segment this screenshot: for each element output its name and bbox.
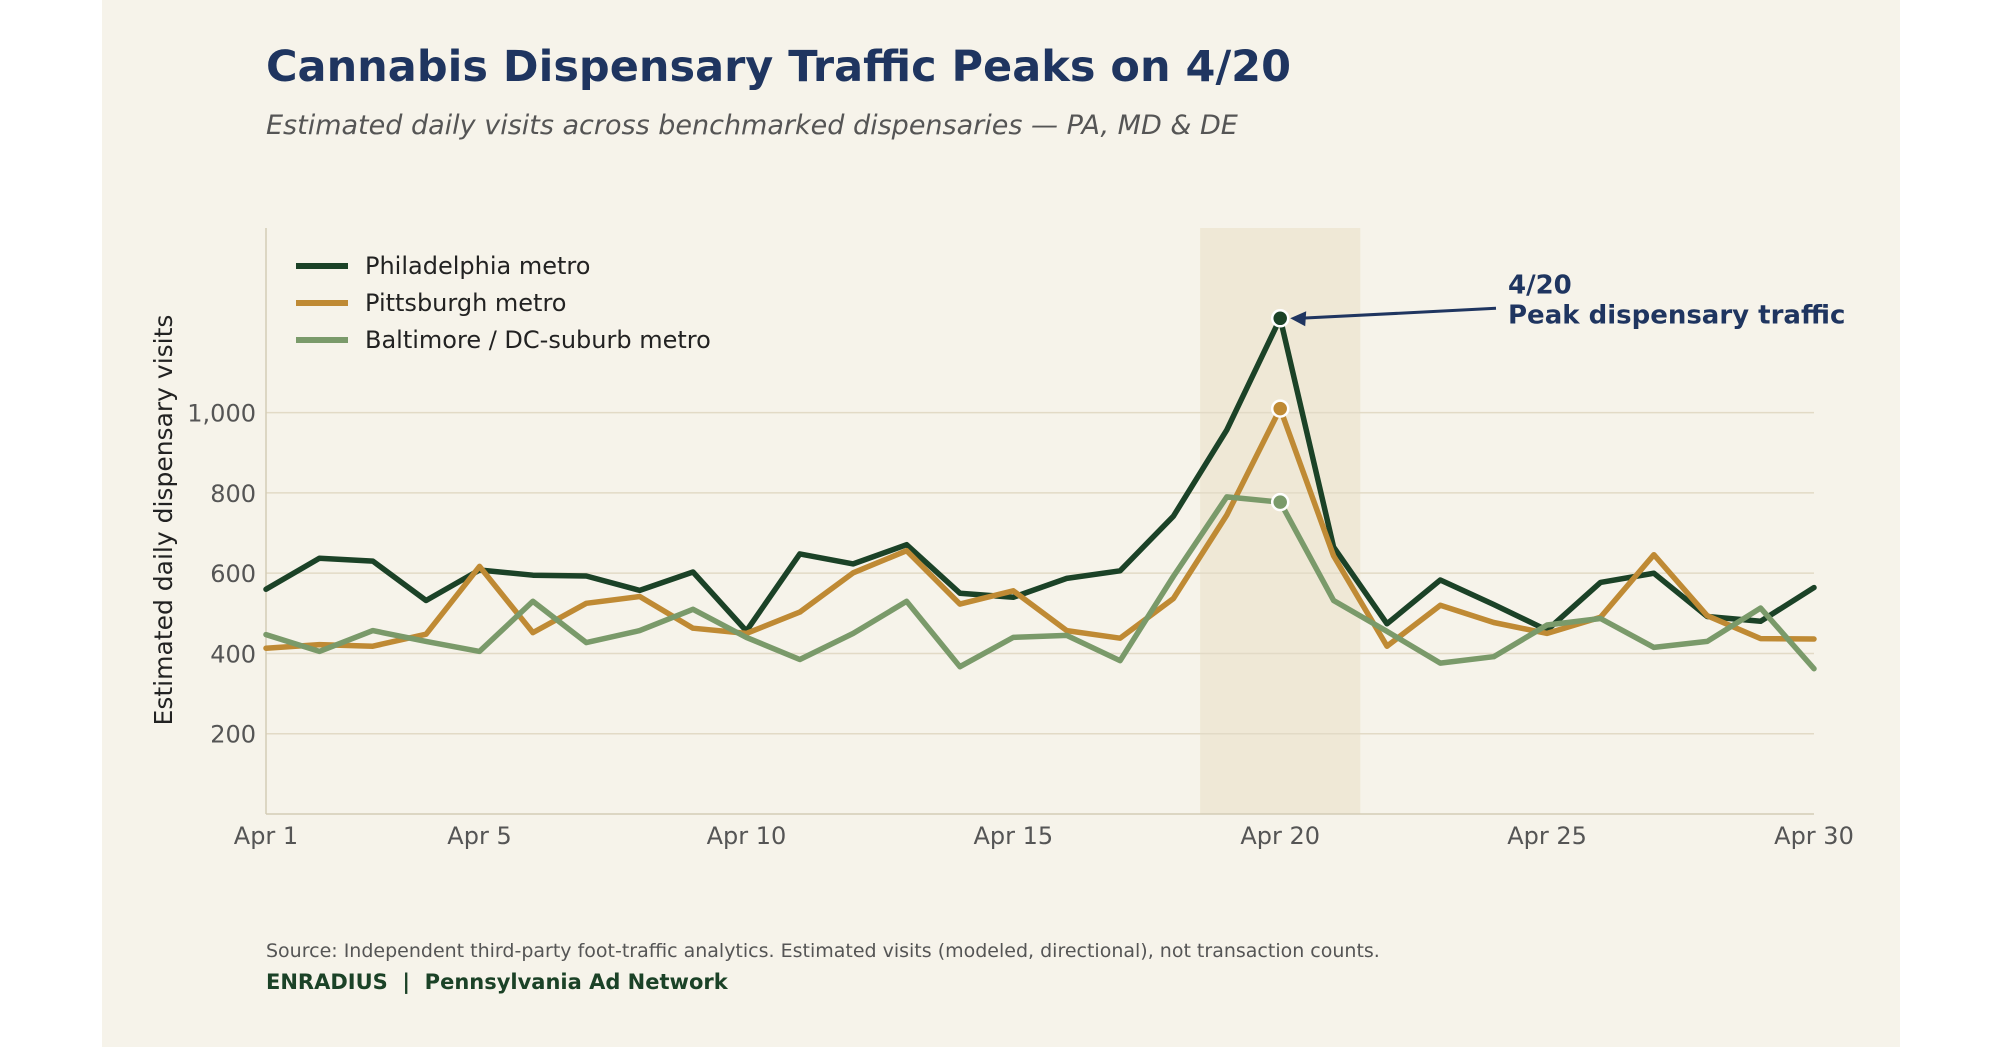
brand-footer: ENRADIUS | Pennsylvania Ad Network [266, 970, 728, 994]
y-tick-label: 600 [210, 560, 256, 588]
axes: 200 400 600 800 1,000 Apr 1 Apr 5 Apr 10 Apr 15 A… [187, 228, 1854, 850]
y-axis-label: Estimated daily dispensary visits [149, 315, 178, 726]
highlight-point-2 [1270, 492, 1290, 512]
highlight-point-1 [1270, 399, 1290, 418]
annotation-arrowhead [1290, 311, 1307, 327]
series-line-2 [263, 494, 1817, 672]
y-tick-label: 1,000 [187, 400, 256, 428]
legend-label-2: Baltimore / DC-suburb metro [365, 326, 711, 354]
y-tick-label: 800 [210, 480, 256, 508]
x-tick-label: Apr 15 [973, 822, 1053, 850]
y-tick-label: 200 [210, 721, 256, 749]
highlight-points [1270, 309, 1290, 512]
chart-subtitle: Estimated daily visits across benchmarke… [266, 110, 1238, 141]
series-line-1 [263, 405, 1817, 651]
x-tick-label: Apr 20 [1240, 822, 1320, 850]
x-tick-label: Apr 1 [234, 822, 298, 850]
annotation-arrow-line [1300, 306, 1497, 320]
gridlines [266, 411, 1814, 735]
x-tick-label: Apr 25 [1507, 822, 1587, 850]
x-tick-label: Apr 30 [1774, 822, 1854, 850]
x-tick-label: Apr 10 [707, 822, 787, 850]
series-lines [263, 315, 1817, 672]
legend-label-1: Pittsburgh metro [365, 289, 566, 317]
series-line-0 [263, 315, 1817, 634]
legend: Philadelphia metro Pittsburgh metro Baltim… [296, 252, 711, 354]
x-tick-label: Apr 5 [447, 822, 511, 850]
chart-title: Cannabis Dispensary Traffic Peaks on 4/2… [266, 42, 1291, 92]
highlight-point-0 [1270, 309, 1290, 328]
y-tick-label: 400 [210, 640, 256, 668]
legend-label-0: Philadelphia metro [365, 252, 590, 280]
annotation-line-2: Peak dispensary traffic [1508, 300, 1845, 330]
source-note: Source: Independent third-party foot-tra… [266, 940, 1380, 962]
annotation-line-1: 4/20 [1508, 270, 1572, 300]
chart-panel [102, 0, 1900, 1047]
